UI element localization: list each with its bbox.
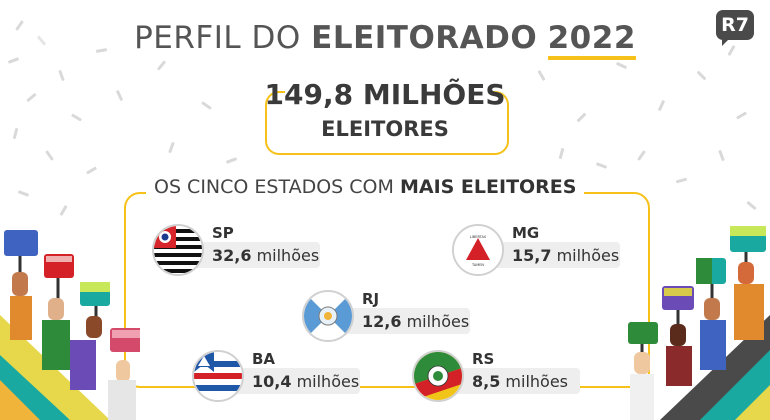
state-abbr: BA [252, 350, 276, 368]
title-year: 2022 [547, 20, 636, 60]
state-abbr: SP [212, 224, 234, 242]
total-box [265, 90, 509, 155]
right-voters-illustration [628, 226, 770, 420]
section-title-prefix: OS CINCO ESTADOS COM [154, 176, 394, 198]
svg-text:TAMEN: TAMEN [471, 263, 484, 267]
r7-logo: R7 [716, 10, 754, 46]
state-abbr: RJ [362, 290, 380, 308]
state-rs: RS 8,5 milhões [412, 350, 612, 420]
state-ba: BA 10,4 milhões [192, 350, 392, 420]
total-voters-number: 149,8 MILHÕES [264, 78, 506, 111]
sp-flag-icon [152, 224, 204, 276]
state-value: 15,7 milhões [512, 246, 620, 265]
rj-flag-icon [302, 290, 354, 342]
section-title-bold: MAIS ELEITORES [399, 176, 577, 198]
section-title: OS CINCO ESTADOS COM MAIS ELEITORES [146, 176, 585, 198]
state-value: 12,6 milhões [362, 312, 470, 331]
title-main: ELEITORADO [311, 20, 538, 56]
state-value: 10,4 milhões [252, 372, 360, 391]
state-abbr: RS [472, 350, 495, 368]
state-rj: RJ 12,6 milhões [302, 290, 502, 360]
state-mg: LIBERTAS TAMEN MG 15,7 milhões [452, 224, 652, 294]
svg-text:LIBERTAS: LIBERTAS [470, 235, 487, 239]
rs-flag-icon [412, 350, 464, 402]
state-value: 32,6 milhões [212, 246, 320, 265]
mg-flag-icon: LIBERTAS TAMEN [452, 224, 504, 276]
ba-flag-icon [192, 350, 244, 402]
left-voters-illustration [0, 230, 140, 420]
state-abbr: MG [512, 224, 540, 242]
page-title: PERFIL DO ELEITORADO 2022 [0, 20, 770, 60]
total-voters-label: ELEITORES [321, 117, 449, 141]
title-prefix: PERFIL DO [134, 20, 301, 56]
state-sp: SP 32,6 milhões [152, 224, 352, 294]
state-value: 8,5 milhões [472, 372, 569, 391]
